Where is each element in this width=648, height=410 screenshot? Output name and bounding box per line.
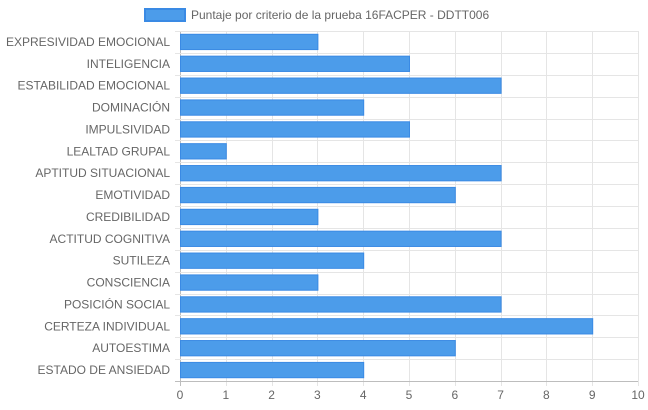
category-label: DOMINACIÓN (92, 100, 170, 115)
x-tick-label: 1 (222, 388, 229, 402)
category-label: CREDIBILIDAD (86, 210, 170, 224)
x-tick-label: 3 (314, 388, 321, 402)
category-label: CONSCIENCIA (87, 276, 170, 290)
bar[interactable] (180, 186, 456, 204)
category-labels: EXPRESIVIDAD EMOCIONAL INTELIGENCIA ESTABI… (6, 35, 170, 377)
x-tick-label: 0 (177, 388, 184, 402)
x-tick-label: 7 (497, 388, 504, 402)
category-label: ESTABILIDAD EMOCIONAL (18, 79, 171, 93)
bar[interactable] (180, 274, 319, 291)
bar[interactable] (180, 318, 594, 335)
category-label: APTITUD SITUACIONAL (35, 166, 170, 180)
bar[interactable] (180, 208, 319, 226)
bar[interactable] (180, 77, 502, 94)
category-label: EXPRESIVIDAD EMOCIONAL (6, 35, 170, 49)
bar[interactable] (180, 340, 456, 357)
bar[interactable] (180, 230, 502, 247)
category-label: CERTEZA INDIVIDUAL (44, 319, 170, 333)
x-tick-label: 10 (631, 388, 645, 402)
bar[interactable] (180, 121, 410, 138)
category-label: LEALTAD GRUPAL (67, 144, 171, 158)
category-label: INTELIGENCIA (87, 57, 170, 71)
bar[interactable] (180, 33, 319, 51)
legend-swatch (144, 8, 186, 22)
category-label: SUTILEZA (113, 254, 170, 268)
bar[interactable] (180, 99, 365, 116)
legend[interactable]: Puntaje por criterio de la prueba 16FACP… (144, 8, 489, 22)
legend-label: Puntaje por criterio de la prueba 16FACP… (191, 8, 489, 22)
bar[interactable] (180, 165, 502, 182)
bar[interactable] (180, 143, 227, 160)
bar[interactable] (180, 296, 502, 313)
category-label: AUTOESTIMA (92, 341, 170, 355)
bars (180, 33, 594, 379)
category-label: ESTADO DE ANSIEDAD (38, 363, 171, 377)
category-label: IMPULSIVIDAD (85, 122, 170, 136)
category-label: EMOTIVIDAD (95, 188, 170, 202)
bar[interactable] (180, 55, 410, 72)
bar[interactable] (180, 361, 365, 379)
x-tick-labels: 0 1 2 3 4 5 6 7 8 9 10 (177, 388, 645, 402)
x-tick-label: 9 (589, 388, 596, 402)
category-label: ACTITUD COGNITIVA (50, 232, 170, 246)
x-tick-label: 6 (451, 388, 458, 402)
x-tick-label: 2 (268, 388, 275, 402)
category-label: POSICIÓN SOCIAL (64, 296, 170, 311)
bar[interactable] (180, 252, 365, 269)
x-tick-label: 4 (360, 388, 367, 402)
x-tick-label: 5 (406, 388, 413, 402)
x-tick-label: 8 (543, 388, 550, 402)
